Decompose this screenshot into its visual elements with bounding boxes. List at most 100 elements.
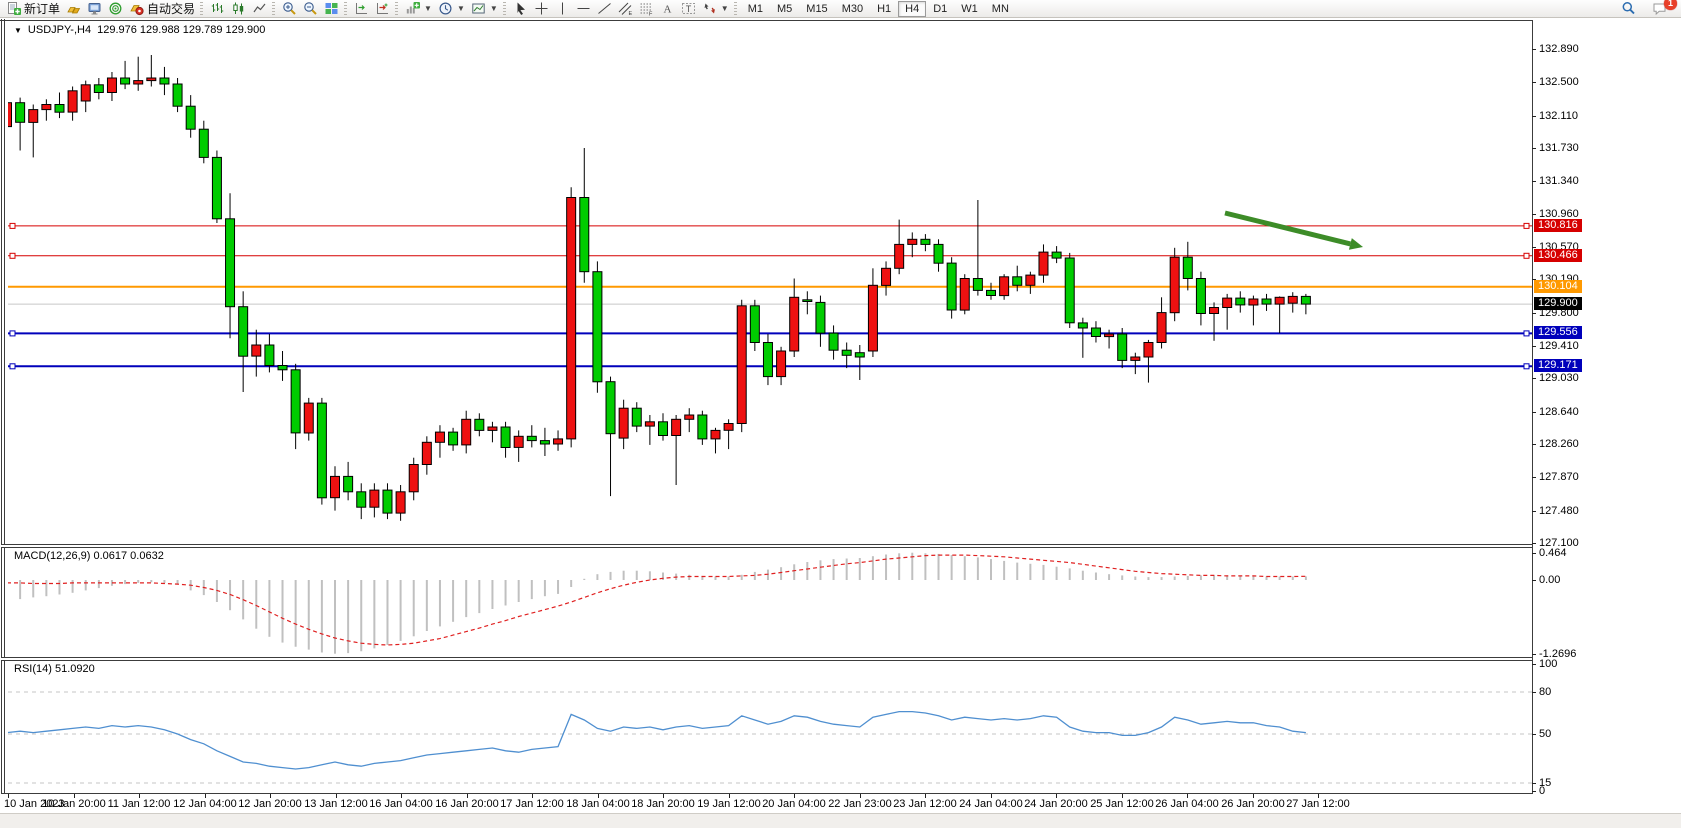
timeframe-button-mn[interactable]: MN [991, 2, 1009, 15]
chart-window-left-border [1, 19, 2, 794]
candlestick-chart-button[interactable] [228, 0, 249, 17]
text-label-button[interactable]: T [678, 0, 699, 17]
crosshair-button[interactable] [531, 0, 552, 17]
new-order-button-label: 新订单 [24, 2, 61, 16]
notifications-button[interactable]: 1 [1649, 0, 1677, 17]
toolbar-grip[interactable] [502, 2, 506, 15]
trend-arrow-annotation[interactable] [1224, 210, 1363, 250]
connection-button[interactable] [105, 0, 126, 17]
macd-axis-tick: 0.00 [1539, 574, 1561, 586]
new-order-icon [8, 2, 21, 15]
time-tick-mark [336, 794, 337, 798]
gold-icon [67, 7, 81, 14]
time-tick-mark [74, 794, 75, 798]
crosshair-icon [535, 2, 548, 15]
chart-shift-button[interactable] [351, 0, 372, 17]
chart-title: ▼ USDJPY-,H4 129.976 129.988 129.789 129… [14, 24, 265, 36]
price-tick-mark [1532, 412, 1536, 413]
time-tick-mark [991, 794, 992, 798]
timeframe-button-m15[interactable]: M15 [806, 2, 828, 15]
rsi-tick-mark [1532, 791, 1536, 792]
shift-icon [356, 3, 368, 14]
search-button[interactable] [1618, 0, 1639, 17]
timeframe-button-w1[interactable]: W1 [961, 2, 978, 15]
price-axis[interactable]: 132.890 132.500 132.110 131.730 131.340 130.9… [1532, 19, 1681, 813]
candles [8, 55, 1311, 521]
text-button[interactable]: A [657, 0, 678, 17]
zoom-in-button[interactable] [279, 0, 300, 17]
main-chart-canvas[interactable] [8, 20, 1532, 544]
auto-scroll-button[interactable] [372, 0, 393, 17]
bars-icon [211, 3, 224, 13]
vertical-line-button[interactable] [552, 0, 573, 17]
panel-separator-macd[interactable] [1, 544, 1532, 548]
chart-profile-button[interactable] [84, 0, 105, 17]
equidistant-channel-button[interactable]: E [615, 0, 636, 17]
toolbar-grip[interactable] [344, 2, 348, 15]
fibonacci-icon: F [640, 3, 653, 16]
horizontal-line-objects[interactable] [8, 222, 1532, 370]
price-tick-mark [1532, 148, 1536, 149]
price-level-badge: 130.816 [1534, 219, 1582, 232]
price-tick-mark [1532, 511, 1536, 512]
macd-signal-line [8, 554, 1306, 646]
time-axis-label: 12 Jan 04:00 [173, 798, 237, 810]
price-tick-mark [1532, 49, 1536, 50]
tile-windows-button[interactable] [321, 0, 342, 17]
toolbar-grip[interactable] [272, 2, 276, 15]
trendline-button[interactable] [594, 0, 615, 17]
price-axis-tick: 127.480 [1539, 505, 1579, 517]
macd-panel-canvas[interactable] [8, 548, 1532, 657]
time-tick-mark [401, 794, 402, 798]
toolbar-grip[interactable] [733, 2, 737, 15]
tile-icon [325, 3, 338, 14]
timeframe-button-m5[interactable]: M5 [777, 2, 793, 15]
rsi-line [8, 710, 1306, 770]
time-axis-label: 11 Jan 12:00 [107, 798, 171, 810]
price-tick-mark [1532, 116, 1536, 117]
cursor-button[interactable] [510, 0, 531, 17]
gold-button[interactable] [63, 0, 84, 17]
chart-title-dropdown-icon[interactable]: ▼ [14, 25, 22, 35]
line-chart-button[interactable] [249, 0, 270, 17]
timeframe-button-m1[interactable]: M1 [747, 2, 763, 15]
periods-button[interactable]: ▼ [435, 0, 468, 17]
auto-trading-button[interactable]: 自动交易 [126, 0, 198, 17]
time-axis[interactable]: 10 Jan 2023 10 Jan 20:00 11 Jan 12:00 12 Ja… [0, 794, 1532, 813]
price-tick-mark [1532, 82, 1536, 83]
time-axis-label: 12 Jan 20:00 [238, 798, 302, 810]
timeframe-button-m30[interactable]: M30 [841, 2, 864, 15]
fibonacci-button[interactable]: F [636, 0, 657, 17]
time-axis-label: 10 Jan 2023 [4, 798, 65, 810]
time-axis-label: 18 Jan 20:00 [631, 798, 695, 810]
indicators-button[interactable]: ▼ [402, 0, 435, 17]
macd-tick-mark [1532, 553, 1536, 554]
chart-window-left-border-inner [4, 19, 5, 794]
time-tick-mark [467, 794, 468, 798]
timeframe-button-d1[interactable]: D1 [933, 2, 948, 15]
time-axis-label: 18 Jan 04:00 [566, 798, 630, 810]
toolbar-grip[interactable] [200, 2, 204, 15]
macd-tick-mark [1532, 580, 1536, 581]
price-level-badge: 130.466 [1534, 249, 1582, 262]
price-axis-tick: 132.110 [1539, 110, 1578, 122]
time-axis-label: 23 Jan 12:00 [893, 798, 957, 810]
bar-chart-button[interactable] [207, 0, 228, 17]
toolbar-grip[interactable] [395, 2, 399, 15]
chart-window-top-border [0, 20, 1536, 21]
templates-button[interactable]: ▼ [468, 0, 501, 17]
channel-icon: E [618, 2, 632, 16]
rsi-panel-canvas[interactable] [8, 661, 1532, 792]
zoom-out-button[interactable] [300, 0, 321, 17]
timeframe-button-h1[interactable]: H1 [877, 2, 892, 15]
rsi-tick-mark [1532, 783, 1536, 784]
panel-separator-rsi[interactable] [1, 657, 1532, 661]
price-tick-mark [1532, 543, 1536, 544]
profile-icon [88, 3, 101, 15]
price-tick-mark [1532, 477, 1536, 478]
arrows-button[interactable]: ▼ [699, 0, 732, 17]
timeframe-button-h4[interactable]: H4 [898, 0, 927, 17]
new-order-button[interactable]: 新订单 [3, 0, 63, 17]
horizontal-line-button[interactable] [573, 0, 594, 17]
chevron-down-icon: ▼ [489, 4, 498, 13]
